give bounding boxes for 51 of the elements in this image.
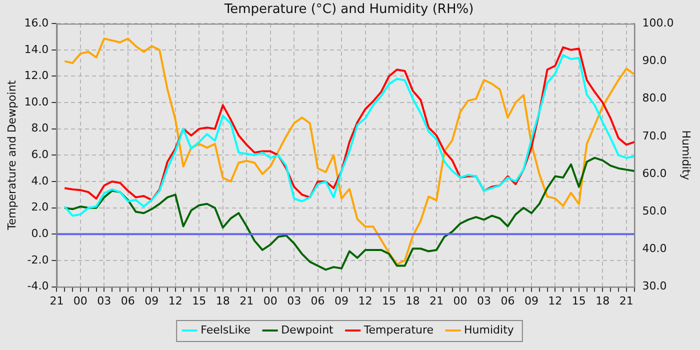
x-tick-label: 09: [524, 294, 538, 308]
x-tick-label: 09: [144, 294, 159, 308]
legend-label: Temperature: [362, 323, 434, 336]
legend-label: Dewpoint: [281, 323, 334, 336]
x-tick-label: 03: [287, 294, 302, 308]
y2-tick-label: 100.0: [642, 16, 674, 30]
y2-tick-label: 70.0: [642, 129, 667, 142]
y-tick-label: 14.0: [24, 42, 49, 56]
x-tick-label: 21: [619, 294, 634, 308]
x-tick-label: 12: [168, 294, 182, 308]
x-tick-label: 12: [358, 294, 372, 308]
x-tick-label: 21: [240, 294, 254, 308]
y2-tick-label: 90.0: [642, 54, 667, 68]
x-tick-label: 03: [476, 294, 491, 308]
x-tick-label: 09: [334, 294, 349, 308]
x-tick-label: 12: [548, 294, 562, 308]
x-tick-label: 03: [97, 294, 112, 308]
y-tick-label: 12.0: [24, 69, 49, 82]
x-tick-label: 06: [120, 294, 135, 308]
x-tick-label: 15: [382, 294, 396, 308]
y-tick-label: -2.0: [27, 253, 49, 266]
legend-label: Humidity: [464, 323, 514, 336]
x-tick-label: 21: [50, 294, 64, 308]
y2-tick-label: 50.0: [642, 204, 667, 218]
x-tick-label: 06: [500, 294, 515, 308]
y-tick-label: 6.0: [31, 148, 49, 162]
y-axis-title: Temperature and Dewpoint: [5, 80, 18, 232]
x-tick-label: 06: [310, 294, 325, 308]
y2-axis-title: Humidity: [680, 130, 693, 181]
y-tick-label: 4.0: [31, 174, 49, 188]
y2-tick-label: 80.0: [642, 92, 667, 105]
y-tick-label: 8.0: [31, 122, 49, 135]
x-tick-label: 15: [572, 294, 586, 308]
y2-tick-label: 60.0: [642, 166, 667, 180]
x-tick-label: 21: [429, 294, 444, 308]
chart-title: Temperature (°C) and Humidity (RH%): [223, 2, 474, 18]
y-tick-label: 16.0: [24, 16, 49, 30]
x-tick-label: 00: [73, 294, 88, 308]
y-tick-label: 2.0: [31, 200, 49, 214]
x-tick-label: 15: [192, 294, 206, 308]
legend-label: FeelsLike: [200, 323, 251, 336]
y2-tick-label: 30.0: [642, 280, 667, 293]
y-tick-label: -4.0: [27, 280, 49, 293]
x-tick-label: 00: [263, 294, 278, 308]
x-tick-label: 18: [216, 294, 230, 308]
x-tick-label: 18: [596, 294, 610, 308]
y-tick-label: 0.0: [31, 227, 49, 240]
x-tick-label: 00: [453, 294, 468, 308]
x-tick-label: 18: [406, 294, 420, 308]
y2-tick-label: 40.0: [642, 242, 667, 256]
y-tick-label: 10.0: [24, 95, 49, 108]
